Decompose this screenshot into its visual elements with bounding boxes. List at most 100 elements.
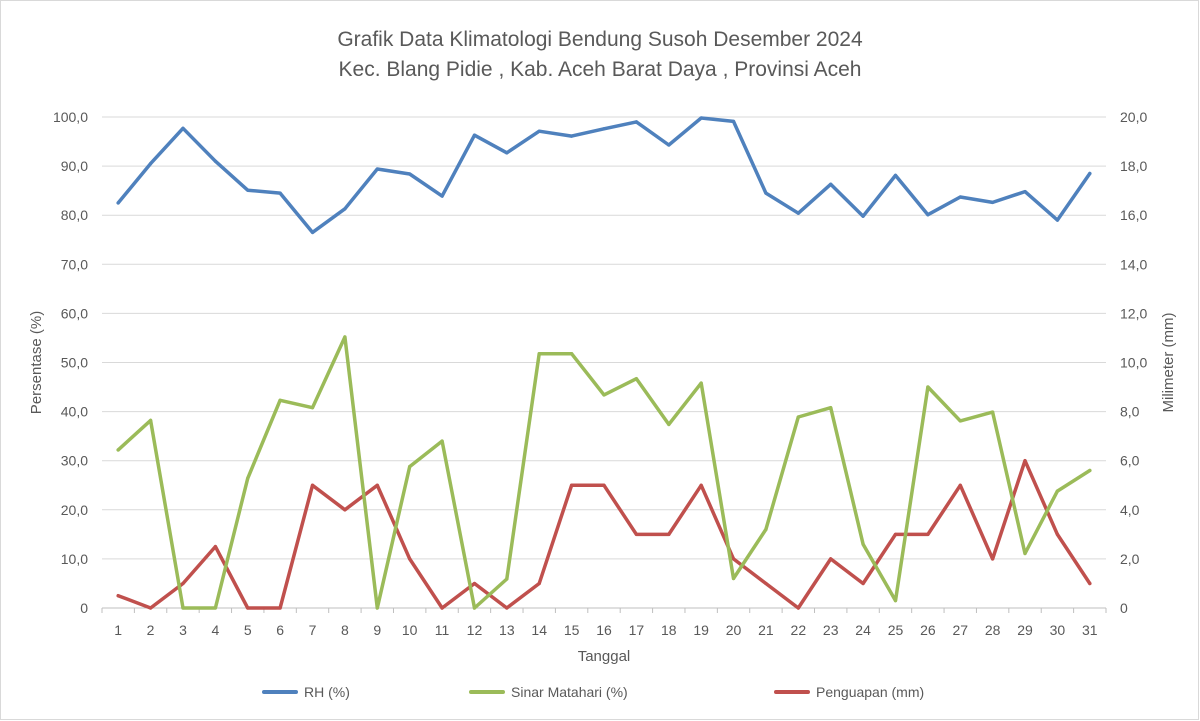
series-0-point <box>958 195 962 199</box>
x-tick-label: 26 <box>920 622 936 638</box>
series-0-point <box>1055 218 1060 222</box>
left-tick-label: 60,0 <box>61 305 88 321</box>
series-0-point <box>472 133 477 137</box>
series-1-point <box>472 606 477 610</box>
series-1-point <box>602 393 606 397</box>
x-tick-label: 1 <box>114 622 122 638</box>
right-tick-label: 18,0 <box>1120 158 1147 174</box>
left-tick-label: 50,0 <box>61 355 88 371</box>
series-0-point <box>148 162 153 166</box>
series-0-point <box>570 134 574 138</box>
series-0-point <box>537 129 541 133</box>
series-2-point <box>213 545 217 549</box>
series-2-point <box>116 594 120 598</box>
series-lines <box>116 116 1092 610</box>
series-2-point <box>537 581 541 586</box>
right-tick-label: 16,0 <box>1120 207 1147 223</box>
series-2-point <box>375 483 379 487</box>
right-tick-label: 20,0 <box>1120 109 1147 125</box>
series-0-point <box>699 116 703 120</box>
series-0-point <box>1023 190 1027 194</box>
left-tick-label: 100,0 <box>53 109 88 125</box>
x-tick-label: 7 <box>309 622 317 638</box>
series-1-point <box>148 418 153 423</box>
left-tick-label: 30,0 <box>61 453 88 469</box>
x-tick-label: 27 <box>952 622 968 638</box>
series-2-point <box>246 606 250 610</box>
series-line-1 <box>116 335 1092 610</box>
series-2-point <box>570 483 574 487</box>
x-tick-label: 28 <box>985 622 1001 638</box>
series-2-point <box>893 532 898 536</box>
right-tick-label: 6,0 <box>1120 453 1140 469</box>
series-0-point <box>310 230 315 234</box>
x-axis-title: Tanggal <box>578 648 631 665</box>
series-1-point <box>764 527 768 532</box>
series-0-point <box>861 214 865 218</box>
x-tick-label: 5 <box>244 622 252 638</box>
x-tick-label: 3 <box>179 622 187 638</box>
series-2-point <box>796 606 800 610</box>
series-1-point <box>1055 489 1060 493</box>
x-tick-label: 14 <box>531 622 547 638</box>
x-tick-label: 25 <box>888 622 904 638</box>
x-tick-label: 29 <box>1017 622 1033 638</box>
right-tick-label: 8,0 <box>1120 404 1140 420</box>
series-1-point <box>731 576 736 581</box>
x-tick-label: 9 <box>373 622 381 638</box>
x-tick-label: 17 <box>629 622 645 638</box>
legend-label-rh: RH (%) <box>304 684 350 700</box>
legend-swatch-sinar-matahari <box>469 690 505 694</box>
x-tick-label: 18 <box>661 622 677 638</box>
right-tick-label: 10,0 <box>1120 355 1147 371</box>
series-2-point <box>731 557 736 561</box>
series-0-point <box>991 200 995 205</box>
series-0-point <box>634 120 638 124</box>
x-tick-label: 16 <box>596 622 612 638</box>
series-1-point <box>213 606 217 610</box>
series-1-point <box>278 398 282 402</box>
series-0-point <box>213 159 217 163</box>
series-line-2 <box>116 458 1092 610</box>
series-0-point <box>796 211 800 215</box>
series-0-point <box>181 126 185 130</box>
series-1-point <box>667 422 671 426</box>
right-axis-ticks: 0 2,0 4,0 6,0 8,0 10,0 12,0 14,0 16,0 18,0 20,0 <box>1120 109 1147 616</box>
series-1-point <box>796 415 800 419</box>
series-1-point <box>634 377 638 381</box>
x-tick-label: 30 <box>1050 622 1066 638</box>
chart-subtitle: Kec. Blang Pidie , Kab. Aceh Barat Daya … <box>338 58 862 81</box>
series-0-point <box>375 167 379 171</box>
series-2-point <box>1055 532 1060 536</box>
series-2-point <box>634 532 638 536</box>
left-tick-label: 20,0 <box>61 502 88 518</box>
series-2-point <box>991 557 995 561</box>
series-2-point <box>148 606 153 610</box>
x-tick-label: 31 <box>1082 622 1098 638</box>
series-2-point <box>699 483 703 487</box>
right-tick-label: 14,0 <box>1120 256 1147 272</box>
series-2-point <box>764 581 768 586</box>
series-1-point <box>505 577 509 581</box>
x-tick-label: 11 <box>435 622 450 638</box>
series-2-point <box>667 532 671 536</box>
x-tick-label: 20 <box>726 622 742 638</box>
x-axis-ticks: 1 2 3 4 5 6 7 8 9 10 11 12 13 14 15 16 17 18 19 20 21 22 23 24 2… <box>101 608 1107 638</box>
series-1-point <box>829 406 833 410</box>
series-2-point <box>505 606 509 610</box>
series-2-point <box>278 606 282 610</box>
series-2-point <box>408 557 412 561</box>
series-0-point <box>893 173 898 178</box>
series-1-point <box>537 352 541 356</box>
x-tick-label: 22 <box>791 622 807 638</box>
series-1-point <box>116 448 120 452</box>
x-tick-label: 21 <box>758 622 774 638</box>
series-0-point <box>764 191 768 195</box>
left-tick-label: 70,0 <box>61 256 88 272</box>
series-0-point <box>343 207 347 211</box>
series-1-point <box>440 439 444 443</box>
series-1-point <box>958 419 962 423</box>
x-tick-label: 23 <box>823 622 839 638</box>
